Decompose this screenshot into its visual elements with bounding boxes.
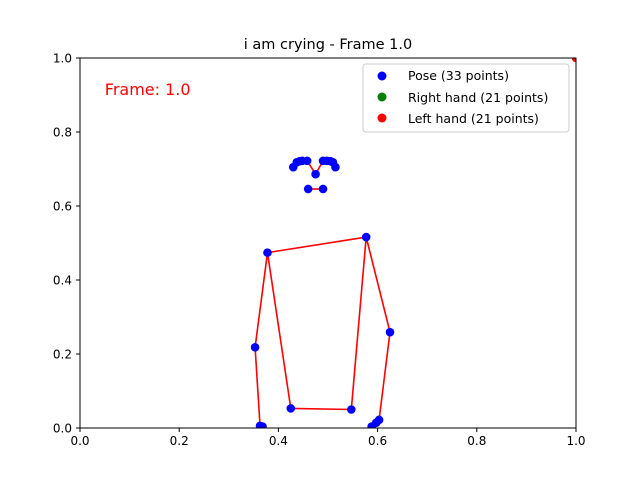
frame-annotation: Frame: 1.0 — [105, 80, 191, 99]
left-hand-point — [571, 58, 576, 63]
pose-connection — [350, 237, 367, 410]
pose-point — [263, 248, 272, 257]
y-tick-label: 0.2 — [53, 348, 72, 362]
pose-point — [288, 162, 298, 172]
pose-point — [385, 327, 395, 337]
x-tick-label: 0.2 — [170, 434, 189, 448]
pose-point — [257, 422, 266, 428]
chart-title: i am crying - Frame 1.0 — [244, 37, 413, 53]
y-tick-label: 0.0 — [53, 422, 72, 436]
legend-marker-pose — [377, 71, 387, 81]
pose-connection — [378, 332, 391, 420]
x-tick-label: 0.8 — [467, 434, 486, 448]
pose-points — [250, 58, 576, 428]
pose-point — [318, 184, 328, 194]
pose-connections — [254, 160, 391, 426]
x-axis: 0.0 0.2 0.4 0.6 0.8 1.0 — [70, 428, 586, 448]
pose-point — [331, 162, 340, 172]
legend-marker-right-hand — [377, 92, 387, 102]
pose-connection — [254, 252, 269, 348]
pose-point — [311, 169, 320, 179]
plot-frame — [79, 57, 577, 429]
y-tick-label: 1.0 — [53, 52, 72, 66]
legend-label-pose: Pose (33 points) — [408, 68, 509, 83]
legend-box — [362, 63, 570, 133]
pose-point — [250, 343, 260, 352]
pose-point — [367, 422, 376, 428]
y-tick-label: 0.4 — [53, 274, 72, 288]
x-tick-label: 0.6 — [368, 434, 387, 448]
x-tick-label: 1.0 — [566, 434, 585, 448]
pose-connection — [254, 347, 261, 426]
pose-connection — [290, 407, 352, 411]
pose-connection — [267, 236, 367, 254]
pose-point — [303, 184, 313, 194]
legend-label-right-hand: Right hand (21 points) — [408, 90, 548, 105]
y-axis: 0.0 0.2 0.4 0.6 0.8 1.0 — [53, 52, 80, 436]
pose-connection — [365, 236, 391, 333]
y-tick-label: 0.8 — [53, 126, 72, 140]
legend-label-left-hand: Left hand (21 points) — [408, 111, 539, 126]
pose-connection — [266, 252, 292, 409]
pose-point — [347, 405, 356, 414]
x-tick-label: 0.4 — [269, 434, 288, 448]
y-tick-label: 0.6 — [53, 200, 72, 214]
pose-point — [286, 404, 296, 413]
x-tick-label: 0.0 — [70, 434, 89, 448]
legend-marker-left-hand — [377, 113, 387, 123]
legend: Pose (33 points) Right hand (21 points) … — [362, 63, 570, 133]
pose-point — [361, 232, 371, 242]
